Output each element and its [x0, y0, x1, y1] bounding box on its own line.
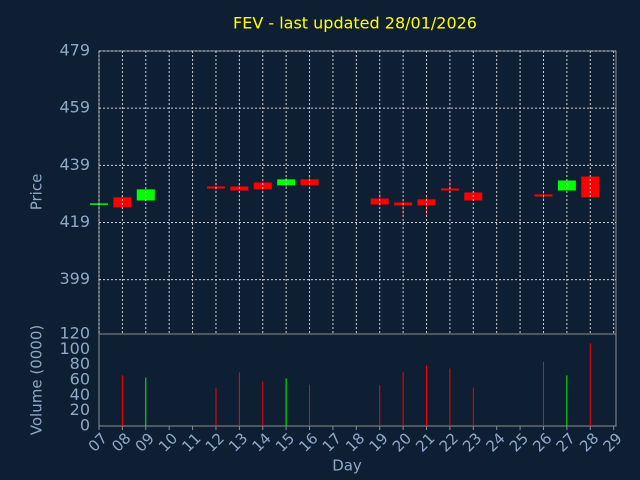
y-tick-label: 419: [59, 212, 90, 231]
x-tick-label: 24: [482, 429, 508, 455]
y-tick-label: 0: [80, 416, 90, 435]
y-tick-label: 60: [70, 370, 90, 389]
candle-body: [136, 189, 155, 201]
x-tick-label: 25: [506, 429, 532, 455]
x-tick-label: 27: [553, 429, 579, 455]
x-tick-label: 29: [599, 429, 625, 455]
y-axis-label: Volume (0000): [28, 325, 46, 435]
x-tick-label: 23: [459, 429, 485, 455]
x-tick-label: 19: [366, 429, 392, 455]
y-tick-label: 479: [59, 41, 90, 60]
y-tick-label: 399: [59, 269, 90, 288]
y-tick-label: 120: [59, 324, 90, 343]
x-tick-label: 26: [529, 429, 555, 455]
candle-body: [440, 188, 459, 191]
volume-frame: [98, 333, 617, 427]
x-tick-label: 09: [132, 429, 158, 455]
x-tick-label: 28: [576, 429, 602, 455]
y-axis-label: Price: [28, 174, 46, 211]
x-tick-label: 15: [272, 429, 298, 455]
candle-body: [370, 198, 389, 205]
x-tick-label: 13: [225, 429, 251, 455]
price-frame: [98, 50, 617, 335]
x-tick-label: 22: [436, 429, 462, 455]
x-tick-label: 08: [108, 429, 134, 455]
y-tick-label: 80: [70, 354, 90, 373]
x-tick-label: 10: [155, 429, 181, 455]
x-axis-label: Day: [332, 457, 362, 475]
x-tick-label: 16: [295, 429, 321, 455]
y-tick-label: 40: [70, 385, 90, 404]
x-tick-label: 20: [389, 429, 415, 455]
y-tick-label: 100: [59, 339, 90, 358]
x-tick-label: 18: [342, 429, 368, 455]
x-tick-label: 14: [249, 429, 275, 455]
candle-body: [581, 176, 600, 198]
y-tick-label: 20: [70, 400, 90, 419]
x-tick-label: 12: [202, 429, 228, 455]
x-tick-label: 11: [178, 429, 204, 455]
candle-body: [557, 180, 576, 191]
candle-body: [417, 199, 436, 206]
y-tick-label: 459: [59, 98, 90, 117]
candle-body: [253, 182, 272, 190]
candle-body: [113, 197, 132, 208]
x-tick-label: 21: [412, 429, 438, 455]
candle-body: [300, 179, 319, 186]
x-tick-label: 17: [319, 429, 345, 455]
chart-title: FEV - last updated 28/01/2026: [233, 14, 477, 33]
y-tick-label: 439: [59, 155, 90, 174]
candle-body: [277, 179, 296, 186]
